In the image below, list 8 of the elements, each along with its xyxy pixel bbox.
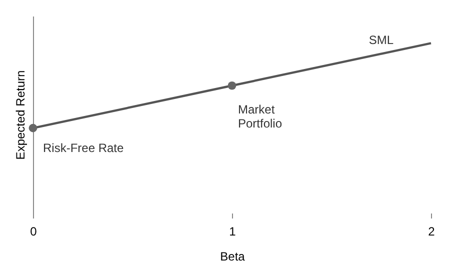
x-tick-label: 0 (30, 224, 38, 238)
annotation: Risk-Free Rate (43, 141, 124, 156)
annotation: SML (368, 32, 394, 47)
x-tick-label: 2 (428, 224, 436, 238)
x-axis-title: Beta (220, 250, 246, 264)
y-axis-title: Expected Return (14, 70, 28, 160)
x-tick-label: 1 (229, 224, 236, 238)
annotation: Market Portfolio (238, 102, 282, 131)
